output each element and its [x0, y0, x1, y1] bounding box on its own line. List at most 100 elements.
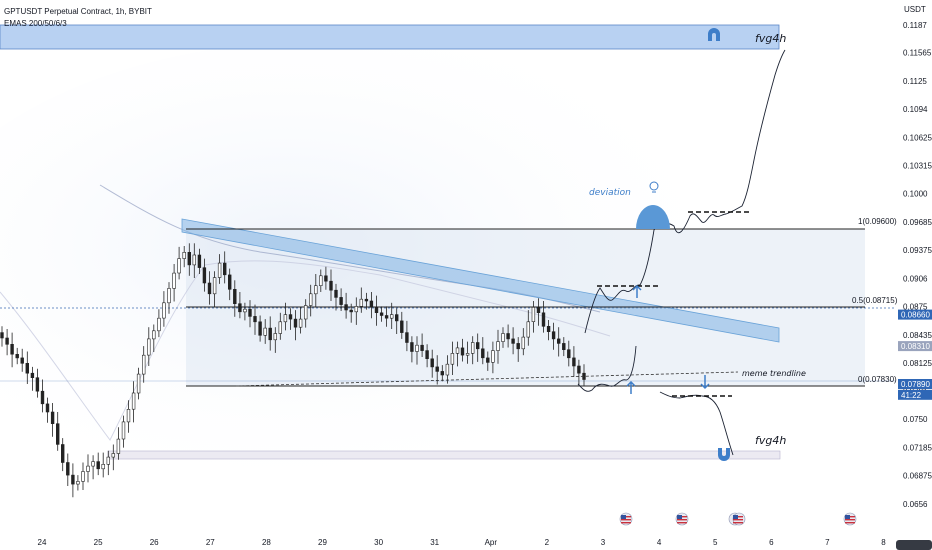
x-tick-label: Apr [485, 538, 498, 547]
magnet-icon [708, 28, 720, 41]
candle-body [15, 353, 19, 359]
candle-body [253, 316, 257, 323]
candle-body [354, 306, 358, 313]
candle-body [324, 275, 328, 282]
y-tick-label: 0.11565 [903, 49, 932, 58]
candle-body [273, 333, 277, 341]
fvg-top-label: fvg4h [755, 32, 786, 45]
candle-body [288, 314, 293, 320]
candles-group [0, 243, 586, 498]
x-tick-label: 31 [430, 538, 439, 547]
candle-body [339, 297, 343, 305]
price-label-box [898, 309, 932, 320]
candle-body [556, 338, 561, 344]
candle-body [475, 342, 480, 350]
candle-body [243, 308, 247, 313]
x-tick-label: 25 [94, 538, 103, 547]
meme-trendline [235, 371, 739, 387]
candle-body [551, 331, 556, 340]
candle-body [167, 288, 171, 304]
tradingview-logo [896, 540, 932, 550]
candle-body [172, 272, 176, 289]
candle-body [223, 262, 227, 276]
candle-body [314, 285, 318, 295]
event-flag-icon [728, 512, 746, 526]
candle-body [111, 453, 116, 458]
y-tick-label: 0.1125 [903, 77, 927, 86]
candle-body [344, 304, 348, 311]
candle-body [136, 373, 141, 394]
candle-body [283, 314, 288, 323]
candle-body [238, 303, 242, 313]
event-flag-icon [843, 512, 857, 526]
candle-body [192, 254, 196, 266]
candle-body [420, 344, 424, 351]
candle-body [465, 353, 470, 356]
candle-body [501, 333, 505, 342]
event-flag-icon [675, 512, 689, 526]
y-tick-label: 0.07185 [903, 444, 932, 453]
candle-body [562, 343, 566, 350]
candle-body [278, 321, 282, 334]
y-tick-label: 0.08435 [903, 331, 932, 340]
candle-body [334, 289, 338, 298]
candle-body [5, 337, 9, 345]
candle-body [217, 262, 222, 278]
candle-body [91, 461, 95, 467]
forecast-path-down [577, 345, 734, 456]
y-tick-label: 0.09375 [903, 246, 932, 255]
candle-body [460, 347, 465, 356]
y-tick-label: 0.06875 [903, 472, 932, 481]
fib-label-0: 0(0.07830) [858, 375, 897, 384]
candle-body [76, 481, 80, 485]
x-axis: 24 25 26 27 28 29 30 31 Apr 2 3 4 5 6 7 8 [38, 538, 887, 547]
candle-body [25, 362, 29, 374]
descending-channel [181, 218, 780, 343]
y-tick-label: 0.1094 [903, 105, 928, 114]
lightbulb-icon [649, 181, 659, 193]
candle-body [425, 350, 429, 360]
candle-body [10, 343, 14, 355]
candle-body [40, 390, 45, 405]
candle-body [364, 298, 369, 302]
candle-body [152, 330, 156, 340]
candle-body [491, 350, 495, 363]
chart-symbol-title: GPTUSDT Perpetual Contract, 1h, BYBIT [4, 7, 152, 16]
price-label-box [898, 389, 932, 400]
fib-label-0.5: 0.5(0.08715) [852, 296, 898, 305]
y-tick-label: 0.1000 [903, 190, 928, 199]
deviation-label: deviation [589, 188, 631, 198]
candle-body [470, 342, 475, 354]
candle-body [440, 371, 444, 376]
candle-body [202, 267, 207, 284]
candle-body [303, 305, 308, 320]
candle-body [486, 357, 490, 363]
candle-body [415, 344, 419, 352]
candle-body [197, 254, 202, 268]
indicator-label: EMAS 200/50/6/3 [4, 19, 67, 28]
x-tick-label: 2 [545, 538, 550, 547]
candle-body [572, 357, 576, 367]
candle-body [531, 306, 536, 322]
candle-body [121, 421, 126, 440]
candle-body [536, 306, 541, 313]
candle-body [131, 392, 136, 410]
candle-body [481, 348, 485, 359]
candle-body [410, 342, 414, 352]
candle-body [147, 338, 151, 356]
x-tick-label: 29 [318, 538, 327, 547]
candle-body [60, 444, 65, 463]
y-tick-label: 0.0656 [903, 500, 928, 509]
x-tick-label: 27 [206, 538, 215, 547]
candle-body [66, 462, 70, 476]
y-tick-label: 0.10315 [903, 161, 932, 170]
y-tick-label: 0.0906 [903, 275, 928, 284]
event-flag-icon [619, 512, 633, 526]
candle-body [349, 309, 353, 313]
candle-body [577, 365, 581, 374]
candle-body [319, 275, 323, 286]
x-tick-label: 30 [374, 538, 383, 547]
x-tick-label: 26 [150, 538, 159, 547]
